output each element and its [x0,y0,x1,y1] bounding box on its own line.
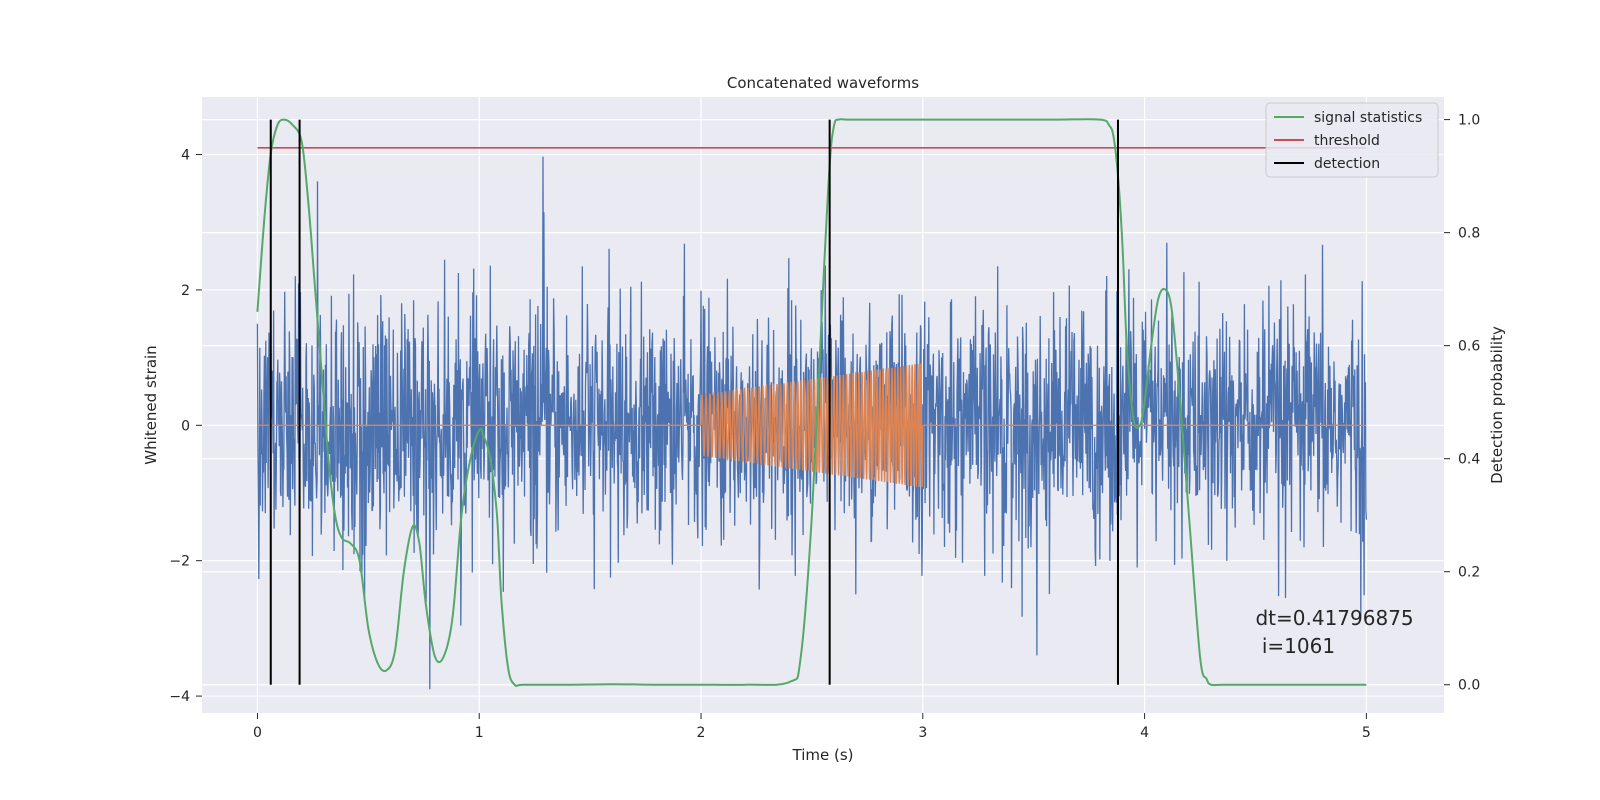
y-tick-label: −2 [169,554,190,570]
y-tick-label: −4 [169,689,190,705]
y-axis-label: Whitened strain [142,345,160,464]
legend-entry-label: detection [1314,156,1380,172]
y2-tick-label: 0.0 [1458,678,1480,694]
x-axis-label: Time (s) [792,746,854,764]
y2-tick-label: 0.4 [1458,452,1480,468]
x-tick-label: 2 [697,725,706,741]
y-tick-label: 4 [181,148,190,164]
y-tick-label: 0 [181,418,190,434]
y2-tick-label: 0.6 [1458,339,1480,355]
annotation-dt: dt=0.41796875 [1255,606,1413,630]
chart-title: Concatenated waveforms [727,74,919,92]
y2-tick-label: 0.8 [1458,226,1480,242]
x-tick-label: 0 [253,725,262,741]
y2-tick-label: 1.0 [1458,113,1480,129]
legend-entry-label: signal statistics [1314,110,1422,126]
x-tick-label: 4 [1140,725,1149,741]
injected-signal-line [257,363,1367,488]
legend-entry-label: threshold [1314,133,1380,149]
x-tick-label: 3 [918,725,927,741]
x-tick-label: 1 [475,725,484,741]
y2-tick-label: 0.2 [1458,565,1480,581]
annotation-index: i=1061 [1255,634,1335,658]
legend-box [1265,102,1439,178]
y-tick-label: 2 [181,283,190,299]
x-tick-label: 5 [1362,725,1371,741]
signal-statistics-line [256,118,1367,687]
y2-axis-label: Detection probability [1488,326,1506,484]
